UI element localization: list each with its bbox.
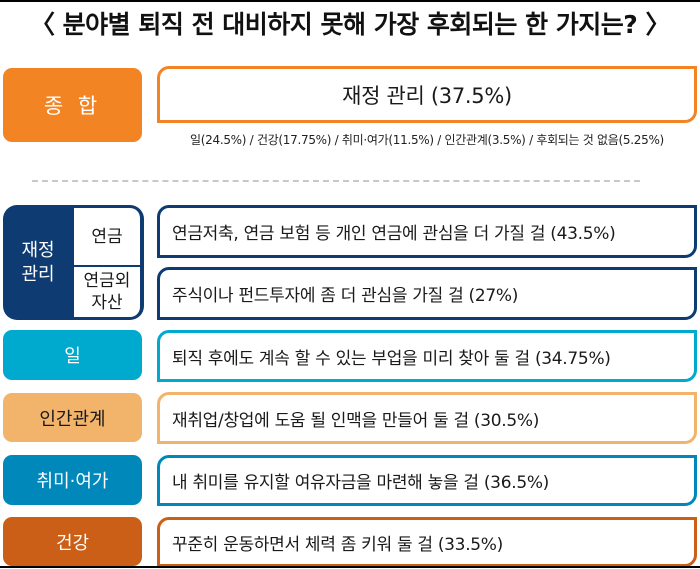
category-relations-label: 인간관계 xyxy=(3,393,142,442)
answer-text: 주식이나 펀드투자에 좀 더 관심을 가질 걸 (27%) xyxy=(172,286,519,306)
answer-text: 내 취미를 유지할 여유자금을 마련해 놓을 걸 (36.5%) xyxy=(172,473,550,493)
answer-box-non-pension-assets: 주식이나 펀드투자에 좀 더 관심을 가질 걸 (27%) xyxy=(157,267,697,320)
summary-label: 종 합 xyxy=(3,68,142,142)
answer-box-pension: 연금저축, 연금 보험 등 개인 연금에 관심을 더 가질 걸 (43.5%) xyxy=(157,205,697,258)
answer-text: 꾸준히 운동하면서 체력 좀 키워 둘 걸 (33.5%) xyxy=(172,534,503,555)
answer-box-work: 퇴직 후에도 계속 할 수 있는 부업을 미리 찾아 둘 걸 (34.75%) xyxy=(157,330,697,382)
subcategory-pension-label: 연금 xyxy=(74,208,140,265)
category-hobby-label: 취미·여가 xyxy=(3,455,142,505)
bottom-border xyxy=(0,566,700,568)
page-title: 〈 분야별 퇴직 전 대비하지 못해 가장 후회되는 한 가지는? 〉 xyxy=(29,10,671,39)
answer-box-relations: 재취업/창업에 도움 될 인맥을 만들어 둘 걸 (30.5%) xyxy=(157,392,697,444)
answer-text: 퇴직 후에도 계속 할 수 있는 부업을 미리 찾아 둘 걸 (34.75%) xyxy=(172,348,611,369)
answer-box-health: 꾸준히 운동하면서 체력 좀 키워 둘 걸 (33.5%) xyxy=(157,517,697,567)
answer-box-hobby: 내 취미를 유지할 여유자금을 마련해 놓을 걸 (36.5%) xyxy=(157,455,697,506)
answer-text: 연금저축, 연금 보험 등 개인 연금에 관심을 더 가질 걸 (43.5%) xyxy=(172,224,616,244)
category-health-label: 건강 xyxy=(3,517,142,566)
summary-breakdown: 일(24.5%) / 건강(17.75%) / 취미·여가(11.5%) / 인… xyxy=(190,133,664,147)
category-finance: 재정 관리 연금 연금외 자산 xyxy=(3,205,144,320)
top-border xyxy=(0,0,700,2)
dashed-divider xyxy=(32,180,640,182)
summary-answer-box: 재정 관리 (37.5%) xyxy=(157,66,697,123)
subcategory-non-pension-assets-label: 연금외 자산 xyxy=(74,267,140,317)
answer-text: 재취업/창업에 도움 될 인맥을 만들어 둘 걸 (30.5%) xyxy=(172,410,540,431)
category-finance-label: 재정 관리 xyxy=(21,239,55,285)
category-work-label: 일 xyxy=(3,330,142,380)
summary-answer-text: 재정 관리 (37.5%) xyxy=(342,83,512,108)
